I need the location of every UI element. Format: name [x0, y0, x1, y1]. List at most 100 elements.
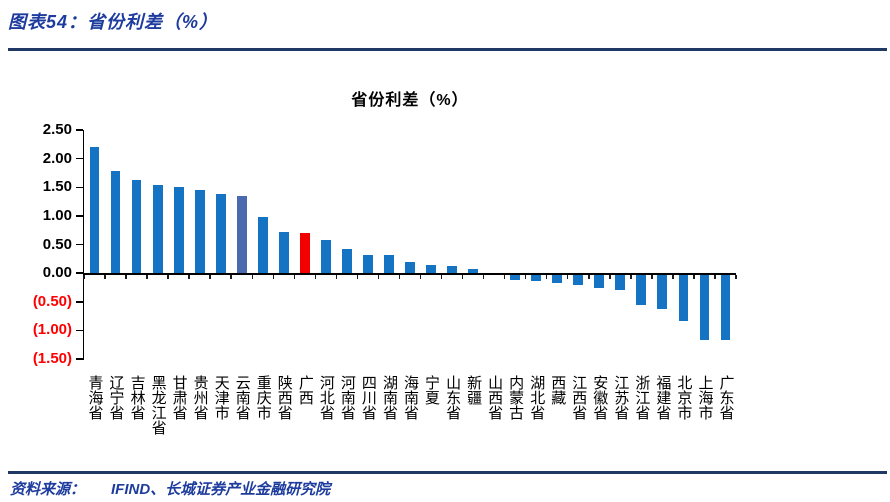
bar-黑龙江省 — [152, 184, 163, 274]
y-axis-tick — [75, 186, 83, 188]
plot-area: 2.50 2.00 1.50 1.00 0.50 0.00 (0.50) (1.00) (1.5… — [33, 121, 737, 435]
y-axis-line — [82, 130, 84, 360]
x-axis-tick — [125, 274, 127, 280]
source-label: 资料来源： — [10, 481, 86, 498]
bar-河南省 — [342, 249, 352, 274]
x-axis-tick — [398, 274, 401, 280]
bar-江西省 — [573, 274, 584, 286]
bar-北京市 — [678, 274, 689, 321]
y-axis-label: (0.50) — [32, 292, 72, 310]
x-axis-label-北京市: 北京市 — [675, 375, 693, 420]
y-axis-label: 0.00 — [42, 264, 72, 282]
x-axis-tick — [461, 274, 464, 280]
x-axis-label-甘肃省: 甘肃省 — [170, 375, 188, 420]
bar-甘肃省 — [173, 187, 184, 274]
bar-陕西省 — [278, 232, 289, 274]
x-axis-tick — [104, 274, 106, 280]
x-axis-tick — [503, 274, 506, 280]
bar-吉林省 — [131, 179, 142, 274]
x-axis-label-山东省: 山东省 — [444, 375, 462, 420]
x-axis-label-上海市: 上海市 — [696, 375, 714, 420]
source-text: IFIND、长城证券产业金融研究院 — [111, 481, 331, 498]
figure-caption: 图表54：省份利差（%） — [8, 12, 219, 32]
x-axis-label-浙江省: 浙江省 — [633, 375, 651, 420]
bar-天津市 — [215, 194, 226, 274]
bar-新疆 — [468, 268, 478, 274]
y-axis-label: 1.50 — [42, 178, 72, 196]
x-axis-label-湖北省: 湖北省 — [528, 375, 546, 420]
x-axis-tick — [335, 274, 338, 280]
source-line: 资料来源： IFIND、长城证券产业金融研究院 — [10, 478, 330, 499]
bar-西藏 — [552, 274, 563, 284]
x-axis-tick — [167, 274, 169, 280]
x-axis-label-云南省: 云南省 — [233, 375, 251, 420]
y-axis-label: 1.00 — [42, 206, 72, 224]
x-axis-tick — [209, 274, 211, 280]
x-axis-label-江苏省: 江苏省 — [612, 375, 630, 420]
x-axis-label-贵州省: 贵州省 — [191, 375, 209, 420]
bar-海南省 — [405, 262, 415, 274]
x-axis-label-宁夏: 宁夏 — [423, 375, 441, 405]
x-axis-label-河北省: 河北省 — [317, 375, 335, 420]
bar-广西 — [299, 233, 310, 274]
y-axis-tick — [75, 329, 83, 332]
x-axis-label-西藏: 西藏 — [549, 375, 567, 405]
x-axis-label-重庆市: 重庆市 — [254, 375, 272, 420]
x-axis-tick — [272, 274, 275, 280]
y-axis-tick — [75, 301, 83, 303]
x-axis-tick — [735, 274, 737, 280]
x-axis-label-黑龙江省: 黑龙江省 — [149, 375, 167, 435]
top-divider — [8, 48, 887, 51]
x-axis-tick — [566, 274, 569, 280]
bar-贵州省 — [194, 189, 205, 274]
x-axis-tick — [293, 274, 296, 280]
x-axis-tick — [377, 274, 380, 280]
bar-青海省 — [89, 147, 100, 274]
bar-浙江省 — [636, 274, 647, 306]
y-axis-tick — [75, 129, 83, 131]
bar-河北省 — [320, 239, 331, 274]
bar-湖北省 — [531, 274, 542, 282]
x-axis-tick — [356, 274, 359, 280]
bar-云南省 — [236, 195, 247, 274]
y-axis-tick — [75, 243, 83, 246]
x-axis-tick — [524, 274, 527, 280]
chart-title: 省份利差（%） — [351, 92, 469, 109]
x-axis-label-河南省: 河南省 — [338, 375, 356, 420]
x-axis-tick — [419, 274, 422, 280]
x-axis-label-福建省: 福建省 — [654, 375, 672, 420]
x-axis-tick — [230, 274, 232, 280]
x-axis-label-辽宁省: 辽宁省 — [107, 375, 125, 420]
x-axis-tick — [440, 274, 443, 280]
x-axis-tick — [482, 274, 485, 280]
x-axis-label-新疆: 新疆 — [465, 375, 483, 405]
y-axis-tick — [75, 272, 83, 274]
bar-江苏省 — [615, 274, 626, 291]
bar-山东省 — [447, 266, 457, 274]
x-axis-tick — [188, 274, 190, 280]
y-axis-label: (1.00) — [32, 321, 72, 339]
y-axis-tick — [75, 157, 83, 160]
bar-宁夏 — [426, 264, 436, 274]
x-axis-label-陕西省: 陕西省 — [275, 375, 293, 420]
y-axis-label: 2.50 — [42, 121, 72, 138]
x-axis-tick — [651, 274, 653, 280]
x-axis-label-安徽省: 安徽省 — [591, 375, 609, 420]
x-axis-tick — [545, 274, 548, 280]
x-axis-tick — [588, 274, 590, 280]
y-axis-tick — [75, 215, 83, 217]
x-axis-label-广西: 广西 — [296, 375, 314, 405]
x-axis-label-湖南省: 湖南省 — [380, 375, 398, 420]
bar-湖南省 — [384, 255, 394, 274]
x-axis-label-青海省: 青海省 — [86, 375, 104, 420]
bar-四川省 — [363, 254, 373, 274]
x-axis-tick — [609, 274, 611, 280]
bar-辽宁省 — [110, 171, 121, 274]
x-axis-tick — [714, 274, 716, 280]
bar-重庆市 — [257, 217, 268, 274]
x-axis-tick — [83, 274, 85, 280]
x-axis-label-天津市: 天津市 — [212, 375, 230, 420]
y-axis-label: 0.50 — [42, 235, 72, 253]
x-axis-tick — [146, 274, 148, 280]
